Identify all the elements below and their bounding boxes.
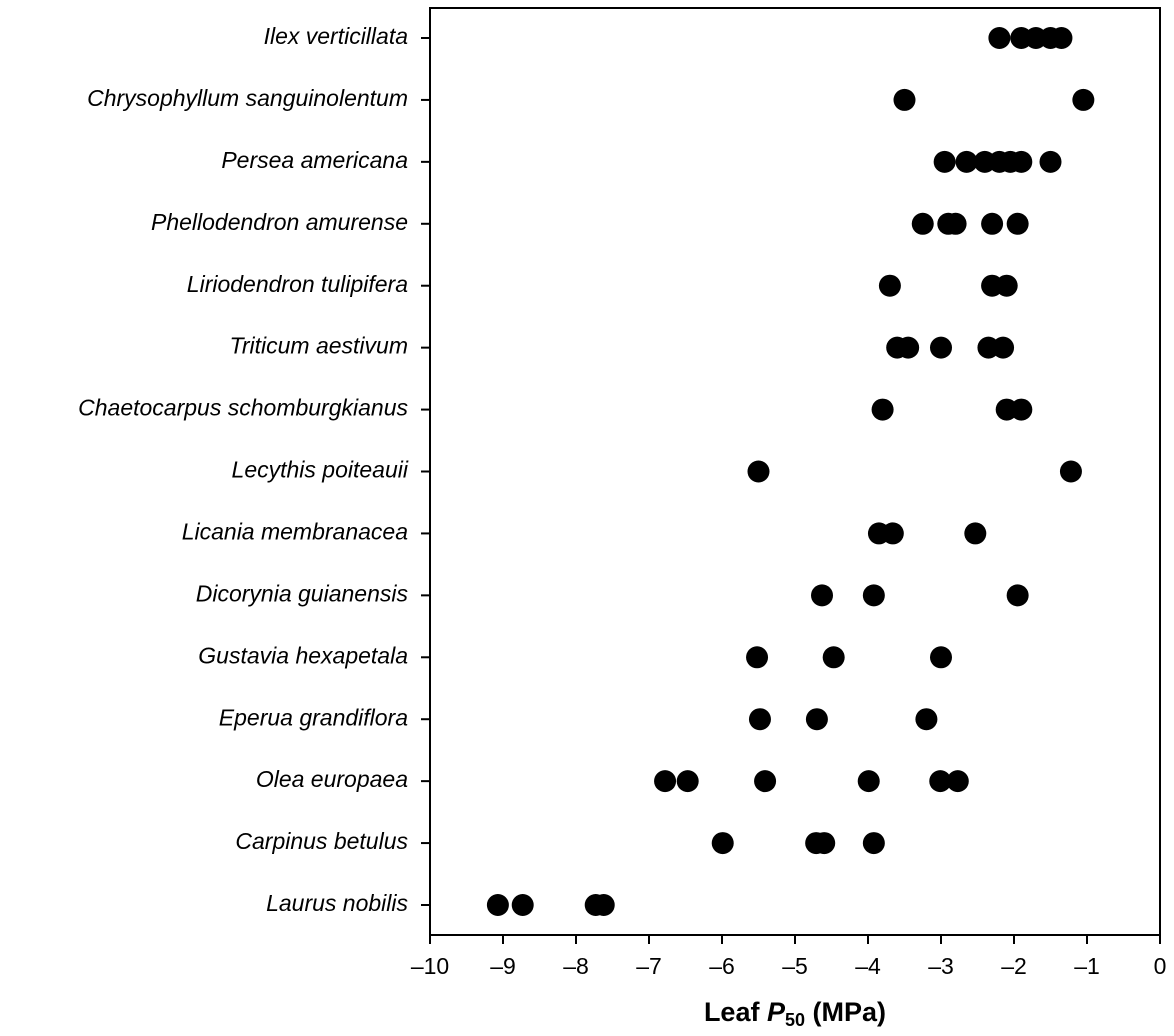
x-tick-label: –10	[411, 953, 449, 979]
x-tick-label: –8	[563, 953, 589, 979]
data-point	[754, 770, 777, 793]
x-axis-label: Leaf P50 (MPa)	[704, 997, 886, 1030]
data-point	[964, 522, 987, 545]
category-label: Chaetocarpus schomburgkianus	[78, 395, 408, 421]
category-label: Phellodendron amurense	[151, 209, 408, 235]
data-point	[862, 584, 885, 607]
data-point	[871, 398, 894, 421]
data-point	[881, 522, 904, 545]
category-label: Lecythis poiteauii	[232, 457, 409, 483]
data-point	[592, 894, 615, 916]
data-point	[1050, 27, 1073, 49]
data-point	[1006, 212, 1029, 235]
data-point	[1006, 584, 1029, 607]
category-label: Eperua grandiflora	[219, 704, 408, 730]
data-point	[676, 770, 699, 793]
category-label: Persea americana	[221, 147, 408, 173]
data-point	[811, 584, 834, 607]
data-point	[915, 708, 938, 731]
data-point	[1010, 150, 1033, 173]
x-tick-label: –1	[1074, 953, 1100, 979]
x-tick-label: –4	[855, 953, 881, 979]
category-label: Ilex verticillata	[264, 23, 408, 49]
data-point	[878, 274, 901, 297]
x-tick-label: 0	[1154, 953, 1167, 979]
data-point	[746, 646, 769, 669]
data-point	[995, 274, 1018, 297]
x-label-symbol: P	[767, 997, 786, 1027]
category-label: Chrysophyllum sanguinolentum	[87, 85, 408, 111]
category-label: Licania membranacea	[182, 519, 408, 545]
data-point	[486, 894, 509, 916]
data-point	[1010, 398, 1033, 421]
data-point	[911, 212, 934, 235]
data-point	[955, 150, 978, 173]
data-point	[747, 460, 770, 483]
x-tick-label: –6	[709, 953, 735, 979]
data-point	[511, 894, 534, 916]
data-point	[933, 150, 956, 173]
data-point	[1059, 460, 1082, 483]
x-label-unit-space	[805, 997, 813, 1027]
x-label-unit: (MPa)	[813, 997, 887, 1027]
plot-frame	[429, 7, 1161, 936]
data-point	[992, 336, 1015, 359]
data-point	[897, 336, 920, 359]
x-tick-label: –5	[782, 953, 808, 979]
data-point	[988, 27, 1011, 49]
data-point	[944, 212, 967, 235]
category-label: Carpinus betulus	[235, 828, 408, 854]
data-point	[822, 646, 845, 669]
category-label: Triticum aestivum	[230, 333, 409, 359]
x-tick-label: –9	[490, 953, 516, 979]
data-point	[981, 212, 1004, 235]
category-label: Laurus nobilis	[266, 890, 408, 916]
data-point	[748, 708, 771, 731]
data-point	[654, 770, 677, 793]
x-label-subscript: 50	[785, 1010, 805, 1030]
x-tick-label: –3	[928, 953, 954, 979]
category-label: Dicorynia guianensis	[196, 580, 409, 606]
category-label: Olea europaea	[256, 766, 408, 792]
data-point	[930, 646, 952, 669]
data-point	[1039, 150, 1062, 173]
data-point	[857, 770, 880, 793]
category-label: Liriodendron tulipifera	[187, 271, 408, 297]
x-tick-label: –7	[636, 953, 662, 979]
x-label-prefix: Leaf	[704, 997, 761, 1027]
data-point	[805, 708, 828, 731]
data-point	[1072, 88, 1095, 111]
data-point	[813, 832, 836, 855]
data-point	[862, 832, 885, 855]
data-point	[930, 336, 952, 359]
data-point	[946, 770, 969, 793]
data-point	[929, 770, 952, 793]
category-label: Gustavia hexapetala	[198, 642, 408, 668]
data-point	[893, 88, 916, 111]
data-point	[711, 832, 734, 855]
x-tick-label: –2	[1001, 953, 1027, 979]
